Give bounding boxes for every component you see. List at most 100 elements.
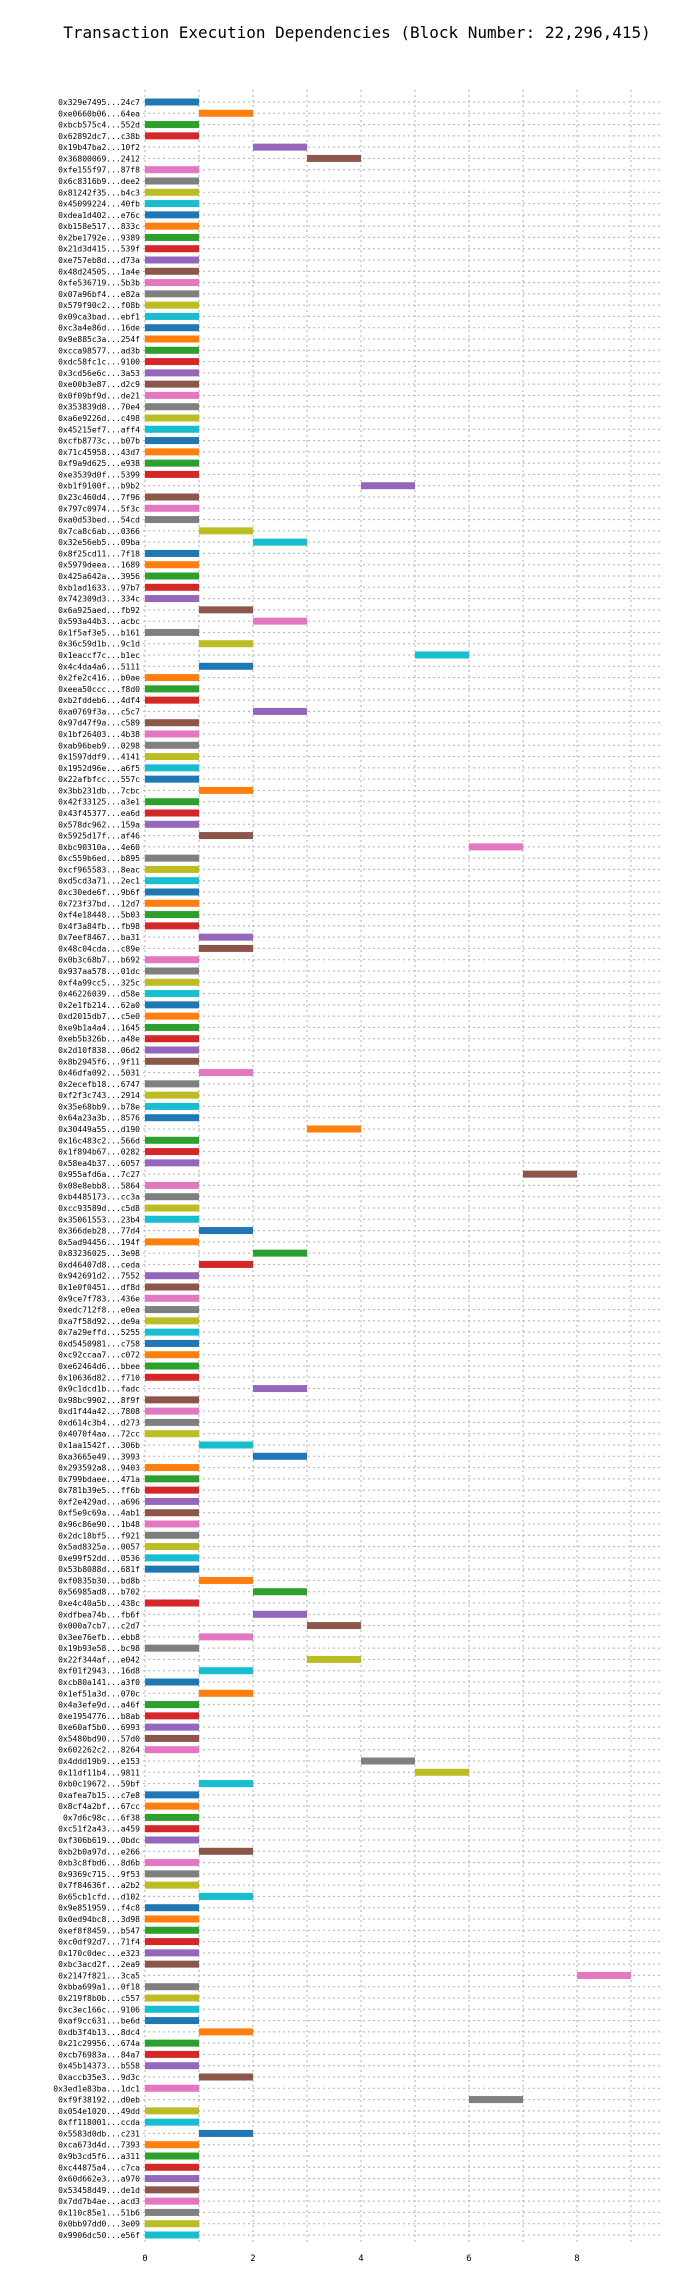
transaction-bar xyxy=(145,1734,199,1742)
transaction-label: 0x5480bd90...57d0 xyxy=(58,1734,140,1743)
transaction-label: 0x9ce7f783...436e xyxy=(58,1294,140,1303)
transaction-bar xyxy=(145,1362,199,1370)
transaction-label: 0xe4c40a5b...438c xyxy=(58,1599,140,1608)
transaction-label: 0xcca98577...ad3b xyxy=(58,346,140,355)
transaction-bar xyxy=(145,685,199,693)
transaction-bar xyxy=(307,154,361,162)
transaction-label: 0x000a7cb7...c2d7 xyxy=(58,1622,140,1631)
transaction-label: 0xd1f44a42...7808 xyxy=(58,1407,140,1416)
transaction-bar xyxy=(145,1859,199,1867)
transaction-label: 0xc559b6ed...b895 xyxy=(58,854,140,863)
transaction-label: 0x8f25cd11...7f18 xyxy=(58,549,140,558)
transaction-bar xyxy=(145,1283,199,1291)
transaction-bar xyxy=(145,2141,199,2149)
transaction-label: 0x9906dc50...e56f xyxy=(58,2231,140,2240)
transaction-label: 0x3cd56e6c...3a53 xyxy=(58,369,140,378)
transaction-bar xyxy=(307,1622,361,1630)
transaction-bar xyxy=(253,1610,307,1618)
transaction-label: 0xa6e9226d...c498 xyxy=(58,414,140,423)
transaction-bar xyxy=(145,2005,199,2013)
x-tick-label: 4 xyxy=(358,2254,363,2264)
transaction-bar xyxy=(145,211,199,219)
transaction-bar xyxy=(145,301,199,309)
transaction-label: 0x797c0974...5f3c xyxy=(58,504,140,513)
transaction-bar xyxy=(145,1701,199,1709)
transaction-label: 0xcb76983a...84a7 xyxy=(58,2050,140,2059)
transaction-bar xyxy=(145,2017,199,2025)
transaction-label: 0xb0c19672...59bf xyxy=(58,1780,140,1789)
y-tick-labels: 0x329e7495...24c7 0xe0660b06...64ea 0xbcb5… xyxy=(53,98,140,2240)
transaction-bar xyxy=(145,2163,199,2171)
transaction-bar xyxy=(145,1825,199,1833)
transaction-bar xyxy=(145,1475,199,1483)
transaction-bar xyxy=(145,1317,199,1325)
transaction-label: 0x2e1fb214...62a0 xyxy=(58,1001,140,1010)
transaction-bar xyxy=(145,369,199,377)
transaction-label: 0xe62464d6...bbee xyxy=(58,1362,140,1371)
transaction-bar xyxy=(469,2096,523,2104)
transaction-label: 0x955afd6a...7c27 xyxy=(58,1170,140,1179)
transaction-bar xyxy=(145,730,199,738)
transaction-bar xyxy=(145,1430,199,1438)
transaction-label: 0x71c45958...43d7 xyxy=(58,448,140,457)
grid-lines xyxy=(143,90,662,2243)
transaction-bar xyxy=(145,561,199,569)
transaction-label: 0x48c04cda...c89e xyxy=(58,944,140,953)
transaction-label: 0xe3539d0f...5399 xyxy=(58,470,140,479)
x-tick-label: 2 xyxy=(250,2254,255,2264)
transaction-bar xyxy=(199,2129,253,2137)
transaction-bar xyxy=(145,865,199,873)
transaction-label: 0x329e7495...24c7 xyxy=(58,98,140,107)
transaction-bar xyxy=(199,1260,253,1268)
transaction-label: 0xafea7b15...c7e8 xyxy=(58,1791,140,1800)
transaction-label: 0x65cb1cfd...d102 xyxy=(58,1892,140,1901)
transaction-label: 0xa0d53bed...54cd xyxy=(58,516,140,525)
transaction-label: 0x942691d2...7552 xyxy=(58,1272,140,1281)
transaction-label: 0xc44875a4...c7ca xyxy=(58,2163,140,2172)
transaction-bar xyxy=(145,358,199,366)
transaction-label: 0xe9b1a4a4...1645 xyxy=(58,1023,140,1032)
transaction-bar xyxy=(145,1746,199,1754)
transaction-label: 0x4ddd19b9...e153 xyxy=(58,1757,140,1766)
transaction-label: 0x16c483c2...566d xyxy=(58,1136,140,1145)
transaction-label: 0x353839d8...70e4 xyxy=(58,403,140,412)
transaction-bar xyxy=(145,132,199,140)
transaction-bar xyxy=(145,1272,199,1280)
transaction-bar xyxy=(145,1373,199,1381)
transaction-label: 0xca673d4d...7393 xyxy=(58,2141,140,2150)
transaction-bar xyxy=(145,1712,199,1720)
transaction-bar xyxy=(145,391,199,399)
transaction-bar xyxy=(145,448,199,456)
transaction-label: 0xb2b0a97d...e266 xyxy=(58,1847,140,1856)
transaction-bar xyxy=(199,1069,253,1077)
transaction-bar xyxy=(145,188,199,196)
transaction-bar xyxy=(145,1215,199,1223)
transaction-bar xyxy=(199,786,253,794)
transaction-label: 0xaf9cc631...be6d xyxy=(58,2017,140,2026)
transaction-bar xyxy=(145,1497,199,1505)
transaction-bar xyxy=(145,256,199,264)
transaction-label: 0x4070f4aa...72cc xyxy=(58,1430,140,1439)
transaction-label: 0xc3a4e86d...16de xyxy=(58,324,140,333)
transaction-bar xyxy=(145,877,199,885)
transaction-bar xyxy=(199,944,253,952)
transaction-label: 0xe60af5b0...6993 xyxy=(58,1723,140,1732)
transaction-bar xyxy=(145,346,199,354)
transaction-bar xyxy=(145,200,199,208)
bars xyxy=(145,98,631,2239)
transaction-label: 0x293592a8...9403 xyxy=(58,1464,140,1473)
transaction-label: 0x07a96bf4...e82a xyxy=(58,290,140,299)
transaction-label: 0x3ed1e83ba...1dc1 xyxy=(53,2084,140,2093)
transaction-bar xyxy=(253,707,307,715)
transaction-label: 0x9369c715...9f53 xyxy=(58,1870,140,1879)
transaction-bar xyxy=(145,1407,199,1415)
transaction-label: 0x0bb97dd0...3e09 xyxy=(58,2220,140,2229)
transaction-bar xyxy=(145,1339,199,1347)
transaction-label: 0x2ecefb18...6747 xyxy=(58,1080,140,1089)
transaction-label: 0x4a3efe9d...a46f xyxy=(58,1701,140,1710)
transaction-bar xyxy=(199,1667,253,1675)
transaction-bar xyxy=(145,1294,199,1302)
transaction-label: 0xcc93589d...c5d8 xyxy=(58,1204,140,1213)
transaction-label: 0x64a23a3b...8576 xyxy=(58,1114,140,1123)
